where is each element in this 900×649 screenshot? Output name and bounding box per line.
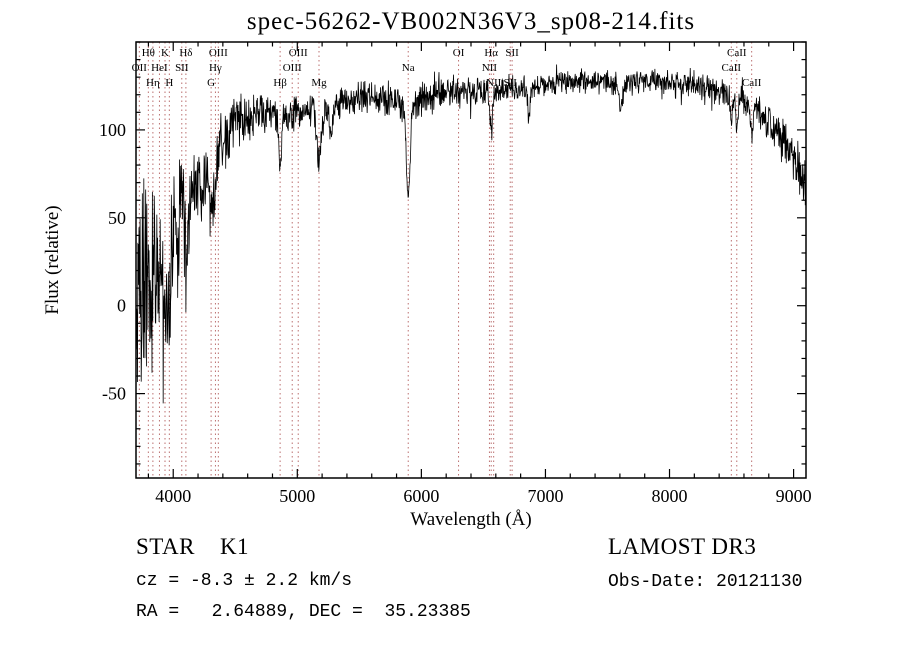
spectral-line-label: NII [486, 77, 502, 89]
spectral-line-markers [138, 42, 753, 478]
spectral-line-label: OIII [289, 47, 308, 59]
spectral-line-label: Hα [484, 47, 498, 59]
x-axis-label: Wavelength (Å) [410, 509, 531, 530]
x-tick-label: 9000 [776, 486, 812, 506]
axes: 4000 5000 6000 7000 8000 9000 -50 0 50 100 [99, 41, 812, 506]
spectral-line-label: OII [132, 62, 148, 74]
spectral-line-label: OIII [209, 47, 228, 59]
cz-text: cz = -8.3 ± 2.2 km/s [136, 571, 353, 591]
x-tick-label: 6000 [403, 486, 439, 506]
spectrum-plot: 4000 5000 6000 7000 8000 9000 -50 0 50 100 OII Hθ H… [42, 41, 812, 530]
spectral-line-label: HeI [151, 62, 168, 74]
spectral-line-label: Hδ [179, 47, 192, 59]
spectrum-polyline [136, 64, 806, 404]
coords-text: RA = 2.64889, DEC = 35.23385 [136, 602, 471, 622]
plot-title: spec-56262-VB002N36V3_sp08-214.fits [246, 8, 696, 35]
y-tick-label: 50 [108, 208, 126, 228]
spectral-line-label: Mg [311, 77, 327, 89]
y-axis-label: Flux (relative) [42, 205, 63, 314]
spectral-line-label: H [165, 77, 173, 89]
spectral-line-labels: OIIHθHηHeIKHSIIHδGHγOIIIHβOIIIOIIIMgNaOI… [132, 47, 762, 89]
spectral-line-label: K [161, 47, 169, 59]
spectral-line-label: Hβ [273, 77, 287, 89]
spectral-line-label: CaII [722, 62, 742, 74]
spectral-line-label: Hθ [142, 47, 155, 59]
spectrum-trace [136, 64, 806, 404]
y-tick-label: 0 [117, 296, 126, 316]
y-tick-label: -50 [102, 384, 126, 404]
spectral-line-label: NII [482, 62, 498, 74]
spectral-line-label: Hγ [209, 62, 222, 74]
x-tick-label: 8000 [652, 486, 688, 506]
classification-text: STAR K1 [136, 534, 250, 559]
y-tick-label: 100 [99, 120, 126, 140]
obs-date-text: Obs-Date: 20121130 [608, 572, 803, 592]
spectral-line-label: CaII [742, 77, 762, 89]
spectral-line-label: SII [505, 47, 519, 59]
spectral-line-label: SII [503, 77, 517, 89]
x-tick-label: 7000 [527, 486, 563, 506]
spectral-line-label: Hη [146, 77, 160, 89]
spectral-line-label: CaII [727, 47, 747, 59]
spectral-line-label: SII [175, 62, 189, 74]
x-tick-label: 5000 [279, 486, 315, 506]
spectral-line-label: G [207, 77, 215, 89]
spectral-line-label: OI [453, 47, 465, 59]
survey-text: LAMOST DR3 [608, 534, 757, 559]
spectral-line-label: Na [402, 62, 415, 74]
x-tick-label: 4000 [155, 486, 191, 506]
spectral-line-label: OIII [283, 62, 302, 74]
